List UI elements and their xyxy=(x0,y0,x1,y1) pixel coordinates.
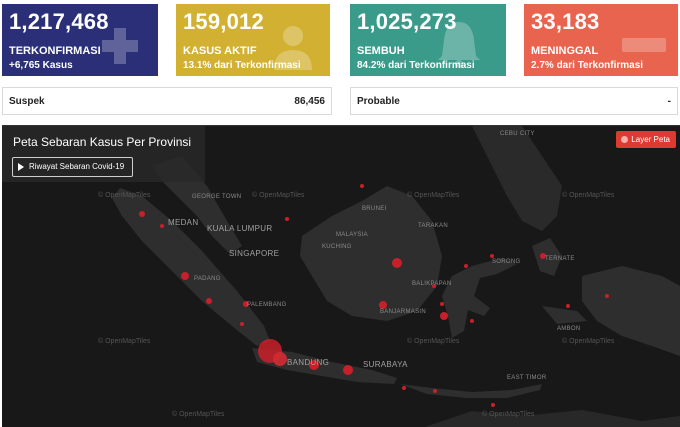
suspek-label: Suspek xyxy=(9,96,45,107)
layer-button[interactable]: Layer Peta xyxy=(616,131,676,148)
confirmed-number: 1,217,468 xyxy=(9,9,109,34)
city-ambon: AMBON xyxy=(557,326,581,332)
city-tarakan: TARAKAN xyxy=(418,223,448,229)
recovered-label: SEMBUH xyxy=(357,45,405,57)
map-attribution-1: © OpenMapTiles xyxy=(98,192,151,199)
city-balikpapan: BALIKPAPAN xyxy=(412,281,452,287)
city-east-timor: EAST TIMOR xyxy=(507,375,547,381)
active-sub: 13.1% dari Terkonfirmasi xyxy=(183,60,301,71)
confirmed-label: TERKONFIRMASI xyxy=(9,45,101,57)
deaths-card: 33,183 MENINGGAL 2.7% dari Terkonfirmasi xyxy=(524,4,678,76)
bell-icon xyxy=(438,22,480,68)
layer-button-label: Layer Peta xyxy=(631,135,670,144)
plus-icon xyxy=(102,28,138,64)
city-banjarmasin: BANJARMASIN xyxy=(380,309,426,315)
confirmed-card: 1,217,468 TERKONFIRMASI +6,765 Kasus xyxy=(2,4,158,76)
summary-cards: 1,217,468 TERKONFIRMASI +6,765 Kasus 159… xyxy=(0,0,680,80)
city-padang: PADANG xyxy=(194,276,221,282)
active-label: KASUS AKTIF xyxy=(183,45,257,57)
map-header: Peta Sebaran Kasus Per Provinsi Riwayat … xyxy=(2,126,205,182)
map-attribution-7: © OpenMapTiles xyxy=(562,338,615,345)
city-kuala-lumpur: KUALA LUMPUR xyxy=(207,224,273,233)
map-land xyxy=(112,126,680,427)
case-markers[interactable] xyxy=(139,184,609,407)
city-cebu: CEBU CITY xyxy=(500,131,535,137)
recovered-number: 1,025,273 xyxy=(357,9,457,34)
deaths-sub: 2.7% dari Terkonfirmasi xyxy=(531,60,644,71)
map-attribution-5: © OpenMapTiles xyxy=(98,338,151,345)
active-number: 159,012 xyxy=(183,9,264,34)
map-attribution-9: © OpenMapTiles xyxy=(482,411,535,418)
city-singapore: SINGAPORE xyxy=(229,249,280,258)
map-title: Peta Sebaran Kasus Per Provinsi xyxy=(13,135,192,149)
city-palembang: PALEMBANG xyxy=(247,302,287,308)
probable-row: Probable - xyxy=(350,87,678,115)
active-card: 159,012 KASUS AKTIF 13.1% dari Terkonfir… xyxy=(176,4,330,76)
map-attribution-8: © OpenMapTiles xyxy=(172,411,225,418)
play-icon xyxy=(18,163,24,171)
recovered-card: 1,025,273 SEMBUH 84.2% dari Terkonfirmas… xyxy=(350,4,506,76)
map-attribution-4: © OpenMapTiles xyxy=(562,192,615,199)
city-kuching: KUCHING xyxy=(322,244,352,250)
minus-icon xyxy=(622,38,666,52)
recovered-sub: 84.2% dari Terkonfirmasi xyxy=(357,60,475,71)
map-attribution-3: © OpenMapTiles xyxy=(407,192,460,199)
city-george-town: GEORGE TOWN xyxy=(192,194,242,200)
history-button-label: Riwayat Sebaran Covid-19 xyxy=(29,162,125,171)
city-bandung: BANDUNG xyxy=(287,358,330,367)
patient-icon xyxy=(274,26,312,70)
map-attribution-2: © OpenMapTiles xyxy=(252,192,305,199)
city-medan: MEDAN xyxy=(168,218,199,227)
deaths-label: MENINGGAL xyxy=(531,45,599,57)
city-surabaya: SURABAYA xyxy=(363,360,408,369)
province-map[interactable]: MEDAN KUALA LUMPUR SINGAPORE BANDUNG SUR… xyxy=(2,125,680,427)
city-brunei: BRUNEI xyxy=(362,206,387,212)
deaths-number: 33,183 xyxy=(531,9,600,34)
probable-value: - xyxy=(667,96,671,107)
suspek-value: 86,456 xyxy=(294,96,325,107)
city-sorong: SORONG xyxy=(492,259,521,265)
map-attribution-6: © OpenMapTiles xyxy=(407,338,460,345)
city-ternate: TERNATE xyxy=(545,256,575,262)
suspek-row: Suspek 86,456 xyxy=(2,87,332,115)
history-button[interactable]: Riwayat Sebaran Covid-19 xyxy=(12,157,133,177)
layers-icon xyxy=(621,136,629,143)
probable-label: Probable xyxy=(357,96,400,107)
city-malaysia: MALAYSIA xyxy=(336,232,368,238)
confirmed-sub: +6,765 Kasus xyxy=(9,60,73,71)
